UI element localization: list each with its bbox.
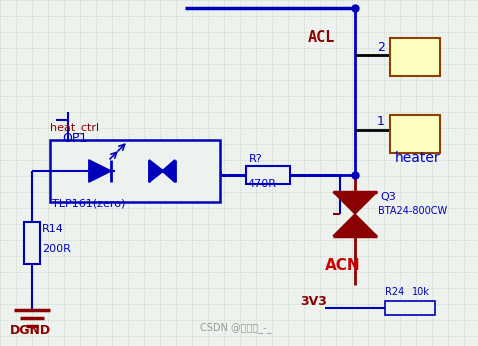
Text: R24: R24 [385, 287, 404, 297]
Text: 10k: 10k [412, 287, 430, 297]
Text: 200R: 200R [42, 244, 71, 254]
Text: R?: R? [249, 154, 262, 164]
Polygon shape [333, 192, 377, 214]
Text: Q3: Q3 [380, 192, 396, 202]
Polygon shape [333, 214, 377, 236]
Bar [390, 115, 440, 153]
Polygon shape [89, 160, 111, 182]
Polygon shape [162, 160, 175, 182]
Text: CSDN @学生哥_-_: CSDN @学生哥_-_ [200, 322, 272, 333]
Polygon shape [149, 160, 163, 182]
Text: heat_ctrl: heat_ctrl [50, 122, 99, 133]
Text: ACN: ACN [325, 258, 360, 273]
Bar [50, 140, 220, 202]
Bar [24, 222, 40, 264]
Text: 1: 1 [377, 115, 385, 128]
Text: 3V3: 3V3 [300, 295, 327, 308]
Text: OP1: OP1 [62, 132, 87, 145]
Bar [385, 301, 435, 315]
Text: DGND: DGND [10, 324, 51, 337]
Text: BTA24-800CW: BTA24-800CW [378, 206, 447, 216]
Text: 470R: 470R [247, 179, 276, 189]
Bar [246, 166, 290, 184]
Bar [390, 38, 440, 76]
Text: R14: R14 [42, 224, 64, 234]
Text: heater: heater [395, 151, 441, 165]
Text: 2: 2 [377, 41, 385, 54]
Text: TLP161(zero): TLP161(zero) [52, 199, 125, 209]
Text: ACL: ACL [308, 30, 336, 45]
